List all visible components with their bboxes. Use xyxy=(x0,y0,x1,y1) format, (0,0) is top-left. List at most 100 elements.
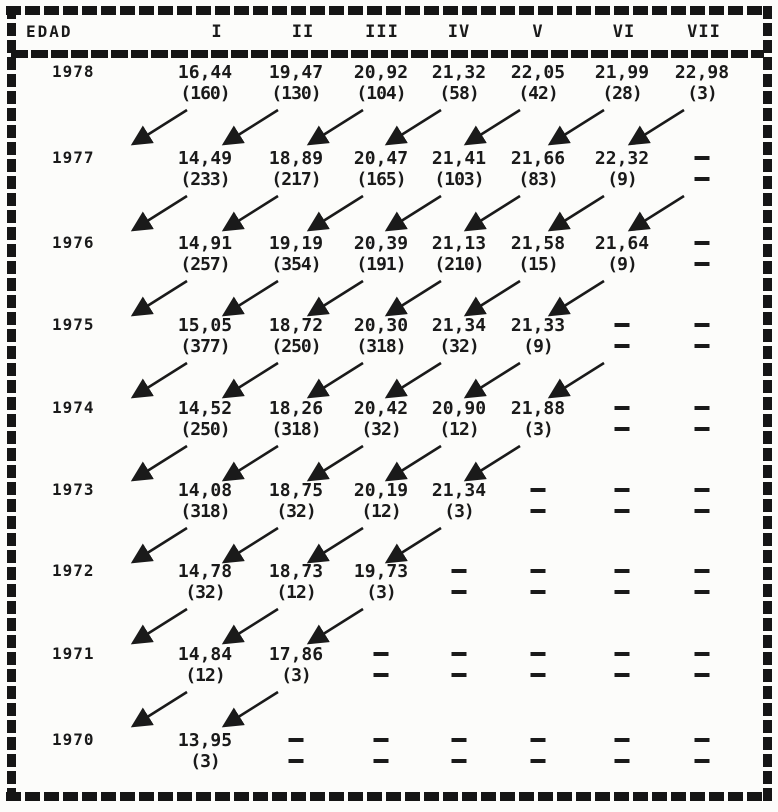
row-year-label: 1978 xyxy=(52,62,95,81)
missing-value-dash xyxy=(694,406,710,410)
sample-size: (250) xyxy=(180,419,230,440)
sample-size: (160) xyxy=(180,83,230,104)
cohort-arrow-1972-to-1971 xyxy=(130,607,188,645)
cohort-arrow-1973-to-1972 xyxy=(221,526,279,564)
sample-size: (12) xyxy=(276,582,316,603)
missing-count-dash xyxy=(694,177,710,181)
cohort-arrow-1973-to-1972 xyxy=(384,526,442,564)
cohort-arrow-1972-to-1971 xyxy=(306,607,364,645)
mean-value: 20,47 xyxy=(353,148,409,169)
sample-size: (3) xyxy=(523,419,554,440)
sample-size: (377) xyxy=(180,336,230,357)
missing-value-dash xyxy=(451,738,467,742)
cohort-arrow-1976-to-1975 xyxy=(463,279,521,317)
cohort-arrow-1976-to-1975 xyxy=(547,279,605,317)
missing-value-dash xyxy=(694,241,710,245)
mean-value: 19,73 xyxy=(353,561,409,582)
column-header-i: I xyxy=(211,22,223,42)
missing-value-dash xyxy=(694,156,710,160)
cohort-arrow-1978-to-1977 xyxy=(221,108,279,146)
mean-value: 19,19 xyxy=(268,233,324,254)
sample-size: (318) xyxy=(271,419,321,440)
mean-value: 20,90 xyxy=(431,398,487,419)
sample-size: (104) xyxy=(356,83,406,104)
cohort-arrow-1977-to-1976 xyxy=(221,194,279,232)
mean-value: 15,05 xyxy=(177,315,233,336)
cohort-arrow-1977-to-1976 xyxy=(463,194,521,232)
missing-value-dash xyxy=(614,738,630,742)
missing-count-dash xyxy=(694,344,710,348)
sample-size: (354) xyxy=(271,254,321,275)
column-header-iv: IV xyxy=(447,22,471,42)
table-border-bottom xyxy=(6,792,770,801)
column-header-vii: VII xyxy=(687,22,721,42)
mean-value: 21,64 xyxy=(594,233,650,254)
mean-value: 20,39 xyxy=(353,233,409,254)
missing-count-dash xyxy=(694,759,710,763)
mean-value: 18,73 xyxy=(268,561,324,582)
sample-size: (83) xyxy=(518,169,558,190)
missing-count-dash xyxy=(530,590,546,594)
missing-value-dash xyxy=(451,569,467,573)
missing-value-dash xyxy=(614,488,630,492)
missing-count-dash xyxy=(614,509,630,513)
sample-size: (3) xyxy=(366,582,397,603)
mean-value: 14,78 xyxy=(177,561,233,582)
sample-size: (15) xyxy=(518,254,558,275)
sample-size: (12) xyxy=(185,665,225,686)
cohort-arrow-1971-to-1970 xyxy=(221,690,279,728)
cohort-arrow-1973-to-1972 xyxy=(130,526,188,564)
cohort-arrow-1975-to-1974 xyxy=(306,361,364,399)
sample-size: (9) xyxy=(607,169,638,190)
cohort-arrow-1977-to-1976 xyxy=(547,194,605,232)
missing-value-dash xyxy=(614,569,630,573)
row-year-label: 1976 xyxy=(52,233,95,252)
cohort-arrow-1974-to-1973 xyxy=(130,444,188,482)
missing-count-dash xyxy=(614,427,630,431)
sample-size: (12) xyxy=(439,419,479,440)
missing-count-dash xyxy=(530,759,546,763)
mean-value: 14,84 xyxy=(177,644,233,665)
sample-size: (9) xyxy=(607,254,638,275)
missing-count-dash xyxy=(530,673,546,677)
sample-size: (210) xyxy=(434,254,484,275)
sample-size: (250) xyxy=(271,336,321,357)
mean-value: 20,30 xyxy=(353,315,409,336)
mean-value: 18,72 xyxy=(268,315,324,336)
sample-size: (58) xyxy=(439,83,479,104)
mean-value: 14,91 xyxy=(177,233,233,254)
table-border-left xyxy=(7,6,16,804)
cohort-arrow-1976-to-1975 xyxy=(384,279,442,317)
missing-count-dash xyxy=(694,673,710,677)
row-year-label: 1972 xyxy=(52,561,95,580)
sample-size: (3) xyxy=(444,501,475,522)
cohort-arrow-1976-to-1975 xyxy=(130,279,188,317)
mean-value: 22,05 xyxy=(510,62,566,83)
cohort-arrow-1974-to-1973 xyxy=(463,444,521,482)
sample-size: (233) xyxy=(180,169,230,190)
mean-value: 20,92 xyxy=(353,62,409,83)
cohort-arrow-1978-to-1977 xyxy=(384,108,442,146)
row-year-label: 1970 xyxy=(52,730,95,749)
missing-count-dash xyxy=(614,673,630,677)
cohort-arrow-1975-to-1974 xyxy=(130,361,188,399)
missing-value-dash xyxy=(530,738,546,742)
row-year-label: 1977 xyxy=(52,148,95,167)
corner-header-edad: EDAD xyxy=(26,22,73,41)
mean-value: 17,86 xyxy=(268,644,324,665)
missing-value-dash xyxy=(614,406,630,410)
missing-value-dash xyxy=(694,569,710,573)
header-separator-rule xyxy=(11,50,764,58)
missing-value-dash xyxy=(694,738,710,742)
sample-size: (3) xyxy=(281,665,312,686)
sample-size: (318) xyxy=(356,336,406,357)
missing-count-dash xyxy=(373,673,389,677)
missing-value-dash xyxy=(373,738,389,742)
sample-size: (12) xyxy=(361,501,401,522)
mean-value: 21,34 xyxy=(431,480,487,501)
missing-value-dash xyxy=(451,652,467,656)
column-header-ii: II xyxy=(291,22,315,42)
cohort-arrow-1975-to-1974 xyxy=(221,361,279,399)
cohort-arrow-1971-to-1970 xyxy=(130,690,188,728)
table-border-right xyxy=(763,6,772,804)
